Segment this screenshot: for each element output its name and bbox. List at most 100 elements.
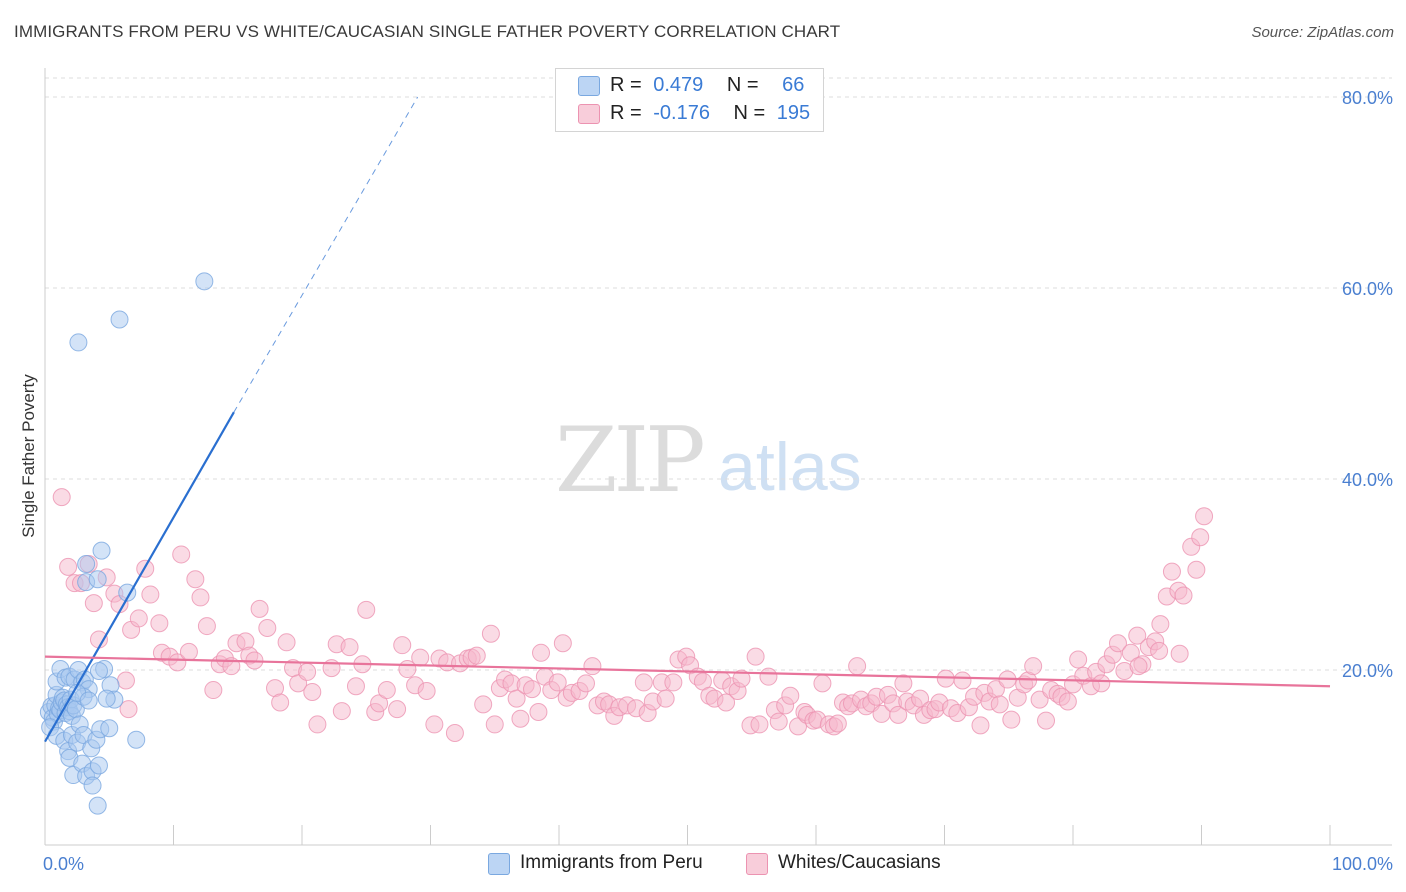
chart-title: IMMIGRANTS FROM PERU VS WHITE/CAUCASIAN …	[14, 22, 841, 41]
point-white	[179, 642, 198, 661]
correlation-legend: R = 0.479 N = 66 R = -0.176 N = 195	[555, 68, 824, 132]
n-label: N =	[733, 102, 766, 124]
point-white	[971, 716, 990, 735]
point-peru	[92, 541, 111, 560]
trend-line-peru-extension	[233, 96, 419, 413]
point-peru	[97, 689, 116, 708]
point-white	[1069, 650, 1088, 669]
point-white	[848, 657, 867, 676]
point-peru	[127, 730, 146, 749]
point-white	[370, 694, 389, 713]
point-white	[548, 673, 567, 692]
bottom-legend-swatch-whites	[746, 853, 768, 875]
point-white	[1151, 615, 1170, 634]
point-peru	[83, 776, 102, 795]
point-white	[393, 636, 412, 655]
y-axis-label: Single Father Poverty	[19, 374, 38, 538]
point-white	[332, 702, 351, 721]
trend-line-peru	[44, 411, 235, 743]
watermark-atlas: atlas	[718, 429, 862, 505]
point-peru	[118, 583, 137, 602]
point-peru	[195, 272, 214, 291]
point-peru	[77, 554, 96, 573]
point-white	[1002, 710, 1021, 729]
point-white	[303, 682, 322, 701]
legend-swatch-peru	[578, 76, 600, 96]
point-white	[474, 695, 493, 714]
point-white	[357, 600, 376, 619]
bottom-legend-label-peru: Immigrants from Peru	[520, 852, 703, 873]
point-white	[186, 570, 205, 589]
point-white	[191, 588, 210, 607]
point-white	[388, 700, 407, 719]
point-white	[553, 634, 572, 653]
trend-line-whites	[44, 655, 1331, 688]
point-white	[377, 681, 396, 700]
trend-lines	[44, 96, 1331, 743]
point-white	[1174, 586, 1193, 605]
point-white	[467, 646, 486, 665]
point-white	[481, 624, 500, 643]
point-white	[889, 705, 908, 724]
point-white	[298, 662, 317, 681]
point-peru	[110, 310, 129, 329]
point-white	[990, 695, 1009, 714]
x-tick-label-max: 100.0%	[1332, 854, 1393, 874]
point-white	[781, 686, 800, 705]
point-white	[732, 669, 751, 688]
r-label: R =	[610, 74, 642, 96]
point-white	[129, 609, 148, 628]
point-white	[746, 647, 765, 666]
point-white	[511, 709, 530, 728]
legend-text-peru: R = 0.479 N = 66	[610, 74, 804, 97]
point-peru	[69, 333, 88, 352]
y-tick-label: 60.0%	[1342, 279, 1393, 299]
y-tick-label: 40.0%	[1342, 470, 1393, 490]
point-white	[197, 617, 216, 636]
data-points	[39, 272, 1214, 815]
point-white	[1150, 641, 1169, 660]
grid-lines	[45, 77, 1392, 671]
point-white	[532, 643, 551, 662]
point-white	[583, 657, 602, 676]
point-white	[340, 638, 359, 657]
bottom-legend-swatch-peru	[488, 853, 510, 875]
point-white	[813, 674, 832, 693]
n-value: 66	[782, 74, 805, 96]
point-white	[425, 715, 444, 734]
point-white	[717, 693, 736, 712]
point-white	[1187, 560, 1206, 579]
point-white	[59, 557, 78, 576]
axes	[44, 68, 1392, 846]
axis-labels: 20.0% 40.0% 60.0% 80.0% 0.0% 100.0% Single Fat…	[19, 88, 1393, 874]
n-label: N =	[726, 74, 759, 96]
point-white	[1170, 644, 1189, 663]
point-white	[523, 680, 542, 699]
point-white	[664, 673, 683, 692]
point-white	[507, 689, 526, 708]
point-peru	[100, 719, 119, 738]
point-white	[1037, 711, 1056, 730]
point-white	[750, 715, 769, 734]
point-white	[634, 673, 653, 692]
point-white	[141, 585, 160, 604]
point-white	[411, 648, 430, 667]
point-peru	[88, 796, 107, 815]
point-white	[759, 667, 778, 686]
point-white	[116, 671, 135, 690]
point-white	[204, 681, 223, 700]
legend-swatch-whites	[578, 104, 600, 124]
point-white	[417, 682, 436, 701]
point-white	[250, 599, 269, 618]
point-white	[346, 677, 365, 696]
r-value: 0.479	[653, 74, 704, 96]
point-white	[1024, 657, 1043, 676]
point-white	[1030, 690, 1049, 709]
bottom-legend-label-whites: Whites/Caucasians	[778, 852, 941, 873]
point-white	[1162, 562, 1181, 581]
point-white	[277, 633, 296, 652]
y-tick-label: 20.0%	[1342, 661, 1393, 681]
point-white	[150, 614, 169, 633]
point-white	[576, 674, 595, 693]
